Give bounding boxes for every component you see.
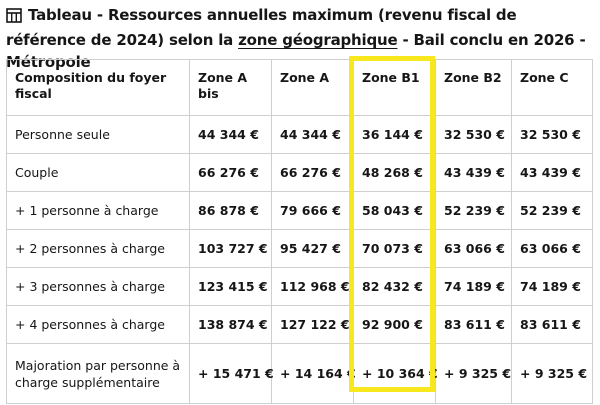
resources-table: Composition du foyer fiscal Zone A bis Z… [6,59,593,404]
table-row: + 3 personnes à charge 123 415 € 112 968… [6,267,593,306]
title-text-1: Tableau - Ressources annuelles maximum (… [6,6,517,49]
row-label: + 4 personnes à charge [6,305,190,344]
table-header-row: Composition du foyer fiscal Zone A bis Z… [6,59,593,116]
table-cell: 43 439 € [511,153,593,192]
table-cell: 52 239 € [511,191,593,230]
table-cell: 66 276 € [189,153,272,192]
table-cell: + 9 325 € [435,343,512,404]
row-label: + 2 personnes à charge [6,229,190,268]
table-cell: 44 344 € [271,115,354,154]
table-cell: + 14 164 € [271,343,356,404]
row-label: Couple [6,153,190,192]
table-cell: 32 530 € [435,115,512,154]
table-cell: 52 239 € [435,191,512,230]
table-cell: 44 344 € [189,115,272,154]
table-cell: 74 189 € [511,267,593,306]
header-cell: Zone B2 [435,59,512,116]
table-cell: 63 066 € [435,229,512,268]
row-label: Majoration par personne à charge supplém… [6,343,190,404]
table-cell: + 9 325 € [511,343,593,404]
table-row: + 4 personnes à charge 138 874 € 127 122… [6,305,593,344]
table-cell: 66 276 € [271,153,354,192]
table-cell: 103 727 € [189,229,272,268]
row-label: + 3 personnes à charge [6,267,190,306]
table-cell: 123 415 € [189,267,272,306]
table-cell: 74 189 € [435,267,512,306]
table-cell: 86 878 € [189,191,272,230]
table-cell: + 15 471 € [189,343,274,404]
header-cell: Zone C [511,59,593,116]
table-cell: 79 666 € [271,191,354,230]
table-cell: 58 043 € [353,191,436,230]
row-label: Personne seule [6,115,190,154]
table-cell: 43 439 € [435,153,512,192]
zone-geographique-link[interactable]: zone géographique [238,31,398,49]
table-cell: 32 530 € [511,115,593,154]
header-cell: Zone A bis [189,59,272,116]
row-label: + 1 personne à charge [6,191,190,230]
table-cell: 138 874 € [189,305,272,344]
table-cell: 83 611 € [511,305,593,344]
table-cell: 83 611 € [435,305,512,344]
table-cell: 112 968 € [271,267,354,306]
table-cell: 63 066 € [511,229,593,268]
table-row: Majoration par personne à charge supplém… [6,343,593,404]
table-row: Couple 66 276 € 66 276 € 48 268 € 43 439… [6,153,593,192]
table-cell: 70 073 € [353,229,436,268]
table-cell: 36 144 € [353,115,436,154]
table-row: + 2 personnes à charge 103 727 € 95 427 … [6,229,593,268]
table-icon [6,7,22,29]
table-row: + 1 personne à charge 86 878 € 79 666 € … [6,191,593,230]
table-cell: 82 432 € [353,267,436,306]
header-cell: Zone A [271,59,354,116]
header-cell: Zone B1 [353,59,436,116]
table-row: Personne seule 44 344 € 44 344 € 36 144 … [6,115,593,154]
table-cell: 92 900 € [353,305,436,344]
table-cell: 48 268 € [353,153,436,192]
table-cell: 95 427 € [271,229,354,268]
table-cell: + 10 364 € [353,343,438,404]
table-cell: 127 122 € [271,305,354,344]
header-cell: Composition du foyer fiscal [6,59,190,116]
